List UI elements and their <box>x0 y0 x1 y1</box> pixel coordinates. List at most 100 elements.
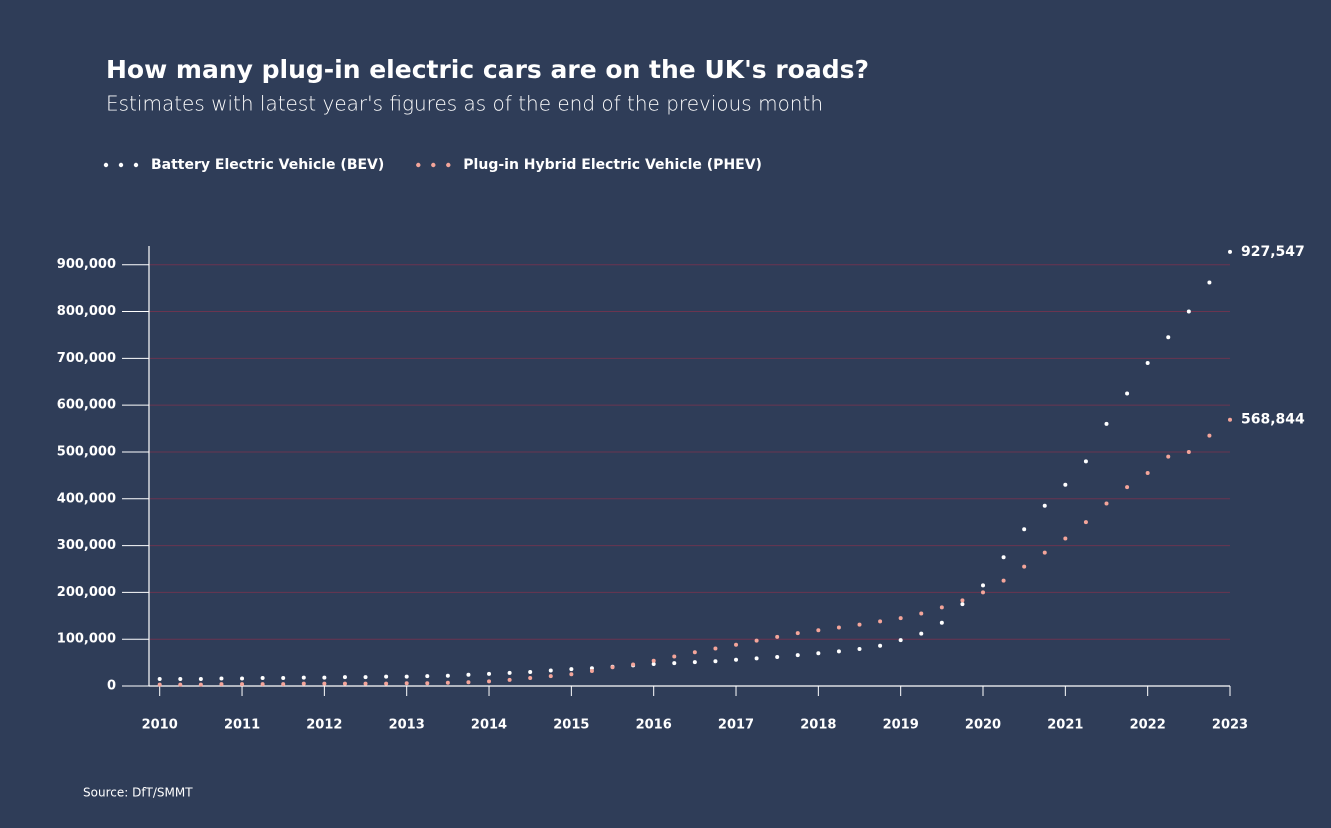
x-tick-label: 2018 <box>800 718 836 733</box>
data-point <box>919 631 924 636</box>
y-tick-label: 900,000 <box>57 257 116 272</box>
data-point <box>342 681 347 686</box>
data-point <box>775 634 780 639</box>
data-point <box>301 681 306 686</box>
legend-marker <box>133 162 139 168</box>
data-point <box>672 661 677 666</box>
data-point <box>425 681 430 686</box>
data-point <box>445 673 450 678</box>
data-point <box>1083 459 1088 464</box>
legend-marker <box>118 162 124 168</box>
data-point <box>816 628 821 633</box>
data-point <box>713 659 718 664</box>
data-point <box>1207 433 1212 438</box>
data-point <box>1083 520 1088 525</box>
data-point <box>157 682 162 687</box>
legend-label: Battery Electric Vehicle (BEV) <box>151 157 384 173</box>
data-point <box>322 675 327 680</box>
y-tick-label: 100,000 <box>57 632 116 647</box>
data-point <box>1228 417 1232 422</box>
data-point <box>1186 309 1191 314</box>
data-point <box>878 619 883 624</box>
data-point <box>342 675 347 680</box>
data-label: 927,547 <box>1241 244 1305 260</box>
data-point <box>734 642 739 647</box>
data-point <box>384 681 389 686</box>
data-point <box>178 682 183 687</box>
y-tick-label: 500,000 <box>57 444 116 459</box>
x-tick-label: 2012 <box>306 718 342 733</box>
data-point <box>363 681 368 686</box>
data-point <box>836 649 841 654</box>
y-tick-label: 0 <box>107 679 116 694</box>
data-point <box>1145 361 1150 366</box>
y-tick-label: 700,000 <box>57 351 116 366</box>
data-point <box>487 679 492 684</box>
x-tick-label: 2014 <box>471 718 507 733</box>
data-point <box>466 680 471 685</box>
data-point <box>384 674 389 679</box>
legend-marker <box>103 162 109 168</box>
data-point <box>507 677 512 682</box>
y-tick-label: 400,000 <box>57 491 116 506</box>
data-point <box>734 657 739 662</box>
data-point <box>1207 280 1212 285</box>
data-point <box>548 668 553 673</box>
data-point <box>1001 555 1006 560</box>
chart-subtitle: Estimates with latest year's figures as … <box>106 92 823 116</box>
data-point <box>1166 335 1171 340</box>
data-point <box>507 670 512 675</box>
legend-marker <box>416 162 421 168</box>
data-point <box>1022 564 1027 569</box>
data-point <box>631 662 636 667</box>
data-point <box>692 650 697 655</box>
data-point <box>692 660 697 665</box>
data-point <box>157 676 162 681</box>
data-point <box>569 672 574 677</box>
legend-marker <box>446 162 451 168</box>
data-point <box>775 654 780 659</box>
data-point <box>795 653 800 658</box>
x-tick-label: 2015 <box>553 718 589 733</box>
data-point <box>939 605 944 610</box>
data-point <box>898 616 903 621</box>
data-point <box>301 675 306 680</box>
data-point <box>404 674 409 679</box>
data-point <box>981 590 986 595</box>
data-point <box>713 646 718 651</box>
x-tick-label: 2016 <box>636 718 672 733</box>
data-point <box>1125 485 1130 490</box>
y-tick-label: 300,000 <box>57 538 116 553</box>
data-point <box>528 669 533 674</box>
legend-marker <box>431 162 436 168</box>
x-tick-label: 2021 <box>1047 718 1083 733</box>
x-tick-label: 2010 <box>142 718 178 733</box>
data-point <box>466 672 471 677</box>
x-tick-label: 2023 <box>1212 718 1248 733</box>
data-point <box>569 667 574 672</box>
data-point <box>198 682 203 687</box>
x-tick-label: 2017 <box>718 718 754 733</box>
data-label: 568,844 <box>1241 412 1305 428</box>
data-point <box>939 620 944 625</box>
data-point <box>878 643 883 648</box>
data-point <box>960 598 965 603</box>
data-point <box>857 622 862 627</box>
data-point <box>281 676 286 681</box>
data-point <box>1042 503 1047 508</box>
data-point <box>1063 482 1068 487</box>
data-point <box>1145 471 1150 476</box>
legend-label: Plug-in Hybrid Electric Vehicle (PHEV) <box>463 157 762 173</box>
x-tick-label: 2020 <box>965 718 1001 733</box>
data-point <box>960 602 965 607</box>
data-point <box>1125 391 1130 396</box>
data-point <box>816 651 821 656</box>
data-point <box>528 676 533 681</box>
data-point <box>363 675 368 680</box>
data-point <box>425 674 430 679</box>
data-point <box>898 638 903 643</box>
x-tick-label: 2019 <box>883 718 919 733</box>
data-point <box>795 631 800 636</box>
source: Source: DfT/SMMT <box>83 786 193 800</box>
